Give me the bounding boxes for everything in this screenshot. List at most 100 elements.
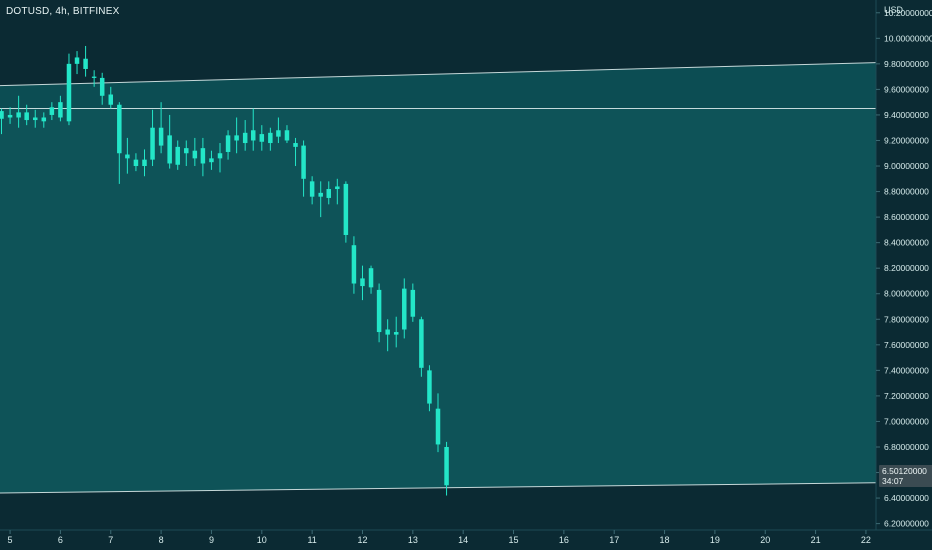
candle-body [167, 135, 172, 164]
candle-body [32, 117, 38, 121]
candle [276, 117, 281, 144]
x-tick-label: 12 [357, 535, 367, 545]
candle-body [99, 77, 105, 96]
x-tick-label: 14 [458, 535, 468, 545]
x-tick-label: 22 [861, 535, 871, 545]
time-axis[interactable]: 5 6 7 8 9 10 11 12 13 14 15 16 17 18 19 20 21 22 [8, 530, 871, 545]
candle [225, 130, 231, 160]
candle [242, 120, 248, 151]
candle [335, 178, 340, 205]
x-tick-label: 5 [8, 535, 13, 545]
candle-body [259, 134, 265, 142]
candle [125, 137, 130, 174]
candle [184, 140, 189, 167]
symbol-label[interactable]: DOTUSD, 4h, BITFINEX [6, 6, 120, 17]
candle-body [150, 127, 155, 160]
y-tick-label: 6.40000000 [884, 493, 929, 503]
candle [259, 125, 265, 151]
price-axis[interactable]: 10.20000000 10.00000000 9.80000000 9.600000… [876, 8, 932, 529]
candle [393, 316, 399, 348]
candle [32, 109, 38, 128]
candle [49, 102, 55, 121]
candle-body [301, 145, 306, 179]
y-tick-label: 10.20000000 [884, 8, 932, 18]
candle-body [343, 183, 349, 235]
candle-body [276, 130, 281, 137]
candle-body [250, 130, 256, 141]
candle-body [83, 58, 88, 69]
candle [150, 109, 155, 167]
candle-body [217, 153, 223, 159]
candle-body [192, 150, 198, 159]
x-tick-label: 17 [609, 535, 619, 545]
candle [268, 127, 273, 151]
candle [158, 102, 164, 154]
candle [376, 283, 382, 343]
candle [108, 86, 114, 109]
y-tick-label: 7.80000000 [884, 314, 929, 324]
candle-body [175, 146, 180, 165]
candle [200, 137, 206, 177]
candle-body [419, 319, 424, 368]
candle [284, 125, 290, 144]
y-tick-label: 8.40000000 [884, 238, 929, 248]
trendline-3[interactable] [0, 482, 877, 494]
candle-body [16, 112, 21, 118]
candle-body [309, 181, 315, 197]
candle [41, 112, 47, 128]
candle [175, 140, 180, 170]
y-tick-label: 7.40000000 [884, 365, 929, 375]
candle [133, 153, 139, 172]
candle [24, 104, 29, 126]
y-tick-label: 9.60000000 [884, 84, 929, 94]
last-price-value: 6.50120000 [882, 466, 927, 476]
candle-body [74, 57, 80, 64]
candle-body [0, 111, 4, 119]
candle [419, 316, 424, 377]
candle-body [393, 332, 399, 335]
candle-body [293, 143, 298, 147]
candle-body [268, 132, 273, 144]
candle-body [108, 94, 114, 105]
candles [0, 45, 449, 496]
candle [234, 117, 239, 154]
candle-body [242, 132, 248, 144]
candle-body [335, 186, 340, 190]
candle-body [351, 245, 357, 284]
candle-body [385, 329, 390, 335]
candle [91, 70, 97, 87]
trendline-1[interactable] [0, 62, 877, 87]
candle-body [326, 189, 332, 198]
y-tick-label: 7.60000000 [884, 340, 929, 350]
y-tick-label: 10.00000000 [884, 33, 932, 43]
candle-body [435, 408, 441, 445]
candle [7, 107, 13, 124]
candle-body [58, 102, 63, 118]
candle [74, 51, 80, 75]
candle-body [184, 148, 189, 154]
y-tick-label: 6.20000000 [884, 519, 929, 529]
x-tick-label: 11 [307, 535, 316, 545]
y-tick-label: 8.80000000 [884, 187, 929, 197]
candle [301, 140, 306, 197]
y-tick-label: 6.80000000 [884, 442, 929, 452]
x-tick-label: 15 [509, 535, 519, 545]
candle [402, 278, 407, 339]
y-tick-label: 7.20000000 [884, 391, 929, 401]
y-tick-label: 7.00000000 [884, 416, 929, 426]
countdown-value: 34:07 [882, 476, 904, 486]
candle-body [91, 76, 97, 78]
x-tick-label: 18 [660, 535, 670, 545]
candle [192, 137, 198, 167]
currency-label: USD [884, 5, 904, 15]
candle-body [318, 192, 323, 197]
candle-body [209, 158, 214, 163]
candle-body [7, 114, 13, 118]
candle [0, 108, 4, 135]
candle [117, 102, 122, 184]
y-tick-label: 9.20000000 [884, 135, 929, 145]
candle [293, 137, 298, 167]
candle-body [125, 154, 130, 159]
